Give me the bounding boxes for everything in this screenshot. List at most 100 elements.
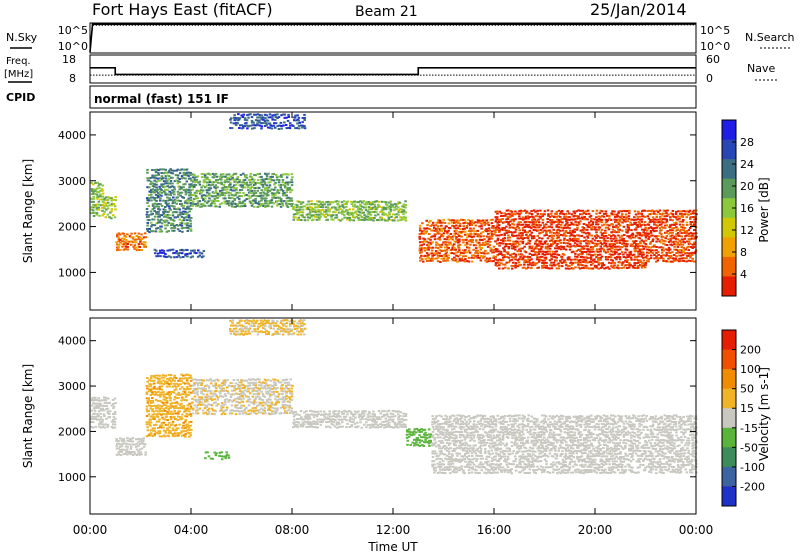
echo-cell-3 (254, 384, 258, 387)
echo-cell-3 (230, 412, 234, 415)
echo-cell-7 (566, 258, 570, 261)
echo-cell-7 (622, 237, 625, 240)
echo-cell-3 (151, 188, 155, 191)
echo-cell-5 (397, 206, 400, 209)
echo-cell-3 (198, 403, 202, 406)
echo-cell-8 (664, 248, 668, 251)
echo-cell-9 (229, 121, 233, 124)
echo-cell-8 (689, 235, 693, 238)
echo-cell-3 (189, 219, 192, 222)
echo-cell-10 (195, 252, 198, 255)
echo-cell-7 (640, 234, 644, 237)
echo-cell-4 (262, 205, 265, 207)
echo-cell-4 (250, 195, 254, 197)
echo-cell-7 (631, 240, 635, 243)
echo-cell-2 (151, 408, 155, 411)
echo-cell-8 (646, 229, 649, 232)
echo-cell-3 (160, 222, 164, 225)
echo-cell-7 (586, 218, 589, 221)
echo-cell-6 (436, 254, 440, 257)
echo-cell-8 (660, 223, 663, 226)
echo-cell-5 (312, 218, 315, 221)
echo-cell-7 (566, 267, 569, 270)
echo-cell-7 (574, 239, 577, 242)
echo-cell-9 (296, 114, 300, 117)
echo-cell-4 (220, 181, 223, 184)
echo-cell-3 (188, 183, 191, 186)
echo-cell-8 (652, 210, 656, 213)
echo-cell-3 (200, 397, 203, 400)
echo-cell-2 (188, 410, 191, 413)
echo-cell-7 (505, 231, 509, 234)
echo-cell-7 (555, 244, 558, 247)
echo-cell-9 (246, 127, 249, 130)
echo-cell-7 (595, 237, 598, 239)
echo-cell-3 (220, 402, 224, 405)
echo-cell-5 (318, 213, 321, 216)
echo-cell-3 (169, 208, 173, 211)
echo-cell-7 (582, 240, 586, 243)
echo-cell-4 (196, 175, 200, 178)
echo-cell-7 (518, 232, 521, 235)
echo-cell-8 (692, 246, 696, 249)
echo-cell-2 (126, 240, 129, 243)
echo-cell-7 (599, 236, 602, 239)
echo-cell-2 (177, 391, 180, 394)
echo-cell-7 (497, 226, 501, 229)
echo-cell-7 (580, 213, 584, 216)
echo-cell-5 (297, 206, 301, 209)
echo-cell-8 (683, 213, 687, 216)
echo-cell-7 (587, 226, 591, 229)
echo-cell-0 (101, 198, 104, 201)
echo-cell-8 (667, 213, 670, 216)
echo-cell-7 (541, 243, 545, 246)
echo-cell-7 (533, 218, 537, 221)
echo-cell-3 (176, 174, 180, 177)
echo-cell-4 (224, 202, 227, 205)
echo-cell-6 (427, 244, 431, 247)
echo-cell-3 (164, 199, 168, 202)
echo-cell-5 (357, 208, 360, 211)
echo-cell-7 (600, 264, 604, 267)
echo-cell-2 (137, 236, 141, 239)
echo-cell-6 (438, 232, 441, 235)
echo-cell-8 (679, 215, 682, 218)
echo-cell-2 (174, 406, 178, 409)
echo-cell-7 (550, 236, 554, 239)
echo-cell-7 (532, 235, 536, 238)
echo-cell-3 (232, 379, 236, 381)
echo-cell-7 (640, 212, 644, 215)
echo-cell-7 (520, 258, 523, 261)
echo-cell-8 (649, 221, 652, 223)
echo-cell-2 (151, 400, 155, 402)
echo-cell-5 (384, 213, 388, 216)
echo-cell-4 (207, 194, 211, 197)
echo-cell-5 (295, 209, 299, 212)
echo-cell-4 (231, 196, 234, 199)
echo-cell-0 (99, 426, 103, 429)
echo-cell-3 (160, 194, 163, 197)
echo-cell-2 (187, 424, 190, 427)
echo-cell-3 (167, 171, 171, 174)
echo-cell-8 (658, 209, 662, 212)
echo-cell-0 (113, 397, 117, 400)
echo-cell-6 (471, 260, 474, 263)
echo-cell-2 (135, 235, 139, 237)
echo-cell-8 (646, 215, 650, 218)
echo-cell-2 (160, 410, 163, 413)
echo-cell-10 (193, 251, 196, 254)
echo-cell-8 (680, 235, 684, 238)
echo-cell-5 (353, 200, 356, 203)
echo-cell-4 (216, 181, 220, 184)
echo-cell-1 (112, 198, 115, 201)
echo-cell-3 (281, 396, 285, 399)
echo-cell-4 (271, 175, 274, 178)
echo-cell-8 (681, 215, 685, 218)
echo-cell-2 (149, 432, 153, 435)
echo-cell-7 (526, 255, 530, 258)
echo-cell-4 (264, 172, 267, 175)
echo-cell-6 (472, 257, 476, 259)
echo-cell-8 (655, 260, 658, 263)
echo-cell-7 (599, 242, 603, 245)
echo-cell-4 (252, 199, 255, 202)
